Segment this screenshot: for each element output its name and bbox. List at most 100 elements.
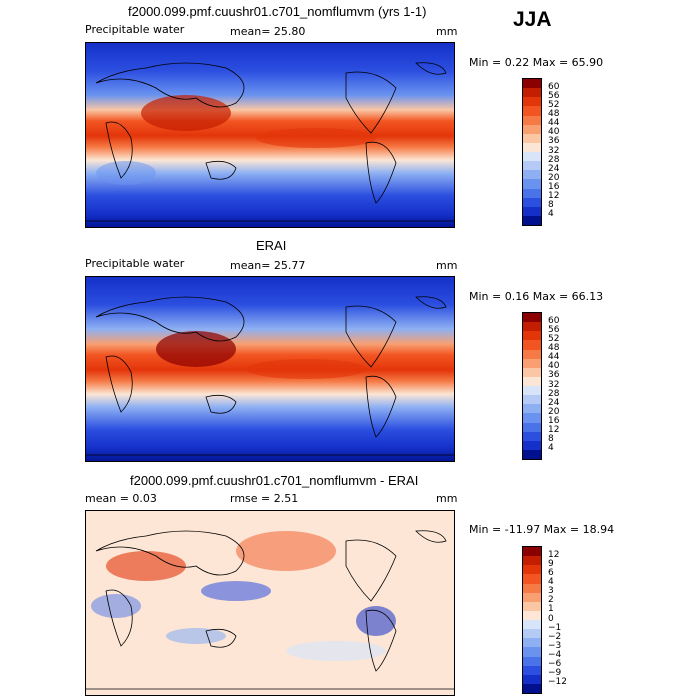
panel1-colorbar-swatch — [523, 106, 541, 116]
panel3-colorbar-swatch — [523, 565, 541, 575]
panel3-colorbar-swatch — [523, 620, 541, 630]
panel3-colorbar — [522, 546, 542, 694]
panel3-colorbar-tick-label: −9 — [548, 668, 562, 679]
panel1-colorbar-swatch — [523, 88, 541, 98]
panel1-colorbar-labels: 60 56 52 48 44 40 36 32 28 24 20 16 12 8 4 — [548, 78, 578, 226]
panel2-colorbar-tick-label: 56 — [548, 324, 560, 335]
panel1-colorbar-swatch — [523, 152, 541, 162]
panel1-colorbar-swatch — [523, 206, 541, 216]
panel3-colorbar-tick-label: −6 — [548, 659, 562, 670]
panel1-colorbar-swatch — [523, 142, 541, 152]
panel3-colorbar-tick-label: −4 — [548, 650, 562, 660]
panel1-colorbar-tick-label: 16 — [548, 182, 560, 192]
panel3-colorbar-swatch — [523, 665, 541, 675]
panel2-colorbar-tick-label: 16 — [548, 416, 560, 426]
panel2-colorbar-tick-label: 52 — [548, 333, 560, 344]
panel2-colorbar-tick-label: 24 — [548, 397, 560, 408]
panel1-minmax: Min = 0.22 Max = 65.90 — [469, 56, 604, 69]
panel3-colorbar-tick-label: −12 — [548, 677, 567, 688]
panel2-colorbar-tick-label: 4 — [548, 443, 554, 454]
panel3-colorbar-swatch — [523, 583, 541, 593]
panel1-colorbar-swatch — [523, 170, 541, 180]
panel1-colorbar-swatch — [523, 179, 541, 189]
panel2-colorbar — [522, 312, 542, 460]
panel1-map — [85, 42, 455, 228]
panel3-colorbar-swatch — [523, 547, 541, 557]
panel2-minmax: Min = 0.16 Max = 66.13 — [469, 290, 604, 303]
panel3-colorbar-swatch — [523, 683, 541, 693]
panel3-colorbar-tick-label: −3 — [548, 640, 562, 651]
panel3-map — [85, 510, 455, 696]
panel1-colorbar-tick-label: 20 — [548, 172, 560, 183]
panel2-colorbar-swatch — [523, 431, 541, 441]
panel2-colorbar-swatch — [523, 422, 541, 432]
panel2-colorbar-tick-label: 60 — [548, 315, 560, 326]
panel1-colorbar-tick-label: 44 — [548, 118, 560, 129]
panel3-colorbar-tick-label: 12 — [548, 549, 560, 560]
panel2-colorbar-swatch — [523, 358, 541, 368]
panel2-colorbar-swatch — [523, 395, 541, 405]
panel2-units: mm — [436, 259, 458, 272]
panel1-colorbar-swatch — [523, 115, 541, 125]
panel1-colorbar-tick-label: 40 — [548, 127, 560, 138]
panel1-colorbar-swatch — [523, 215, 541, 225]
panel3-colorbar-swatch — [523, 629, 541, 639]
panel1-colorbar-swatch — [523, 161, 541, 171]
panel3-colorbar-tick-label: 2 — [548, 595, 554, 606]
panel1-variable: Precipitable water — [85, 23, 185, 36]
panel1-colorbar-swatch — [523, 133, 541, 143]
panel3-units: mm — [436, 492, 458, 505]
panel2-colorbar-swatch — [523, 376, 541, 386]
panel3-minmax: Min = -11.97 Max = 18.94 — [469, 523, 615, 536]
panel2-colorbar-swatch — [523, 349, 541, 359]
panel2-mean: mean= 25.77 — [230, 259, 306, 272]
panel1-colorbar-tick-label: 56 — [548, 90, 560, 101]
panel3-colorbar-swatch — [523, 674, 541, 684]
panel2-colorbar-swatch — [523, 313, 541, 323]
panel1-colorbar-swatch — [523, 97, 541, 107]
panel3-colorbar-swatch — [523, 610, 541, 620]
panel2-map — [85, 276, 455, 462]
panel3-colorbar-swatch — [523, 556, 541, 566]
panel2-colorbar-swatch — [523, 322, 541, 332]
panel1-colorbar-tick-label: 8 — [548, 200, 554, 211]
panel1-colorbar-tick-label: 36 — [548, 136, 560, 147]
panel1-mean: mean= 25.80 — [230, 25, 306, 38]
panel3-colorbar-tick-label: 4 — [548, 577, 554, 587]
panel3-colorbar-swatch — [523, 638, 541, 648]
panel2-colorbar-tick-label: 28 — [548, 388, 560, 399]
panel3-colorbar-tick-label: 6 — [548, 567, 554, 578]
panel2-colorbar-tick-label: 32 — [548, 379, 560, 390]
panel3-mean: mean = 0.03 — [85, 492, 157, 505]
panel3-colorbar-tick-label: 1 — [548, 604, 554, 615]
panel2-colorbar-swatch — [523, 404, 541, 414]
panel3-colorbar-swatch — [523, 601, 541, 611]
panel1-units: mm — [436, 25, 458, 38]
panel2-colorbar-labels: 60 56 52 48 44 40 36 32 28 24 20 16 12 8 4 — [548, 312, 578, 460]
panel2-colorbar-swatch — [523, 413, 541, 423]
panel2-colorbar-swatch — [523, 440, 541, 450]
panel2-colorbar-tick-label: 44 — [548, 352, 560, 363]
panel2-colorbar-swatch — [523, 331, 541, 341]
panel3-colorbar-swatch — [523, 647, 541, 657]
panel3-colorbar-swatch — [523, 656, 541, 666]
panel3-title: f2000.099.pmf.cuushr01.c701_nomflumvm - … — [130, 473, 419, 488]
panel2-colorbar-tick-label: 36 — [548, 370, 560, 381]
panel1-colorbar — [522, 78, 542, 226]
panel1-colorbar-tick-label: 32 — [548, 145, 560, 156]
panel2-colorbar-swatch — [523, 449, 541, 459]
panel3-colorbar-tick-label: 3 — [548, 586, 554, 597]
panel2-colorbar-tick-label: 8 — [548, 434, 554, 445]
panel2-colorbar-swatch — [523, 340, 541, 350]
panel3-colorbar-swatch — [523, 592, 541, 602]
panel1-colorbar-swatch — [523, 188, 541, 198]
panel1-colorbar-swatch — [523, 124, 541, 134]
panel3-colorbar-tick-label: 9 — [548, 558, 554, 569]
panel1-colorbar-swatch — [523, 79, 541, 89]
panel3-colorbar-swatch — [523, 574, 541, 584]
panel1-colorbar-tick-label: 4 — [548, 209, 554, 220]
panel2-colorbar-tick-label: 40 — [548, 361, 560, 372]
panel2-colorbar-swatch — [523, 367, 541, 377]
panel3-colorbar-tick-label: −2 — [548, 631, 562, 642]
panel1-colorbar-tick-label: 52 — [548, 99, 560, 110]
